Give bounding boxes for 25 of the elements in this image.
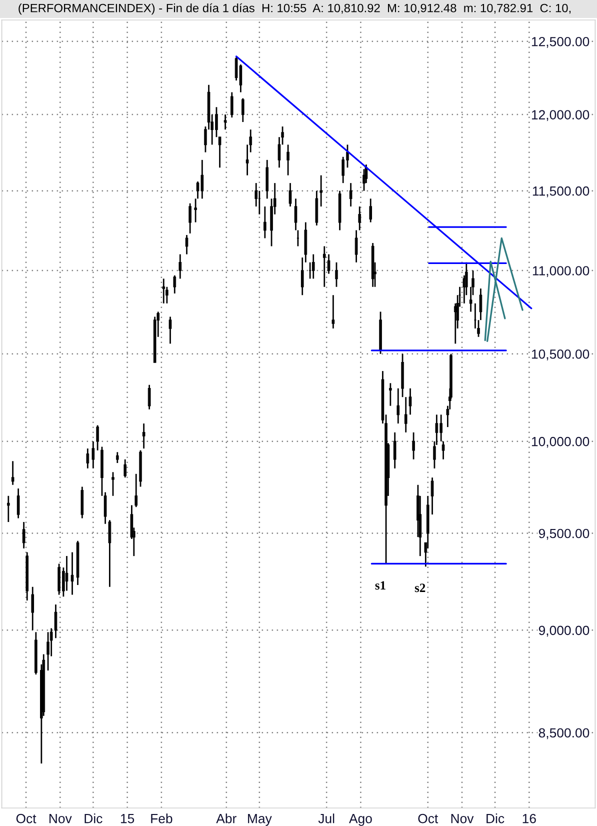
y-tick-label: 9,000.00 xyxy=(538,626,590,637)
y-tick-label: 11,000.00 xyxy=(532,266,590,277)
x-tick-label: Nov xyxy=(49,814,72,824)
x-tick-label: Abr xyxy=(216,814,236,824)
y-tick-label: 12,500.00 xyxy=(532,36,590,48)
y-tick-label: 9,500.00 xyxy=(538,528,590,540)
x-tick-label: Jul xyxy=(318,814,334,824)
y-tick-label: 10,500.00 xyxy=(532,349,590,360)
x-tick-label: Ago xyxy=(348,814,372,826)
x-tick-label: Dic xyxy=(84,814,102,824)
x-tick-label: Oct xyxy=(418,814,438,824)
x-tick-label: Nov xyxy=(451,814,474,824)
x-tick-label: 15 xyxy=(120,814,134,824)
chart-title: (PERFORMANCEINDEX) - Fin de día 1 días H: 10:55 A: 10,810.92 M: 10,912.48 m: 10,782.91 C: 10, xyxy=(18,3,571,15)
x-tick-label: Feb xyxy=(151,814,172,824)
y-tick-label: 11,500.00 xyxy=(532,186,590,198)
annotation: s1 xyxy=(375,581,386,590)
y-tick-label: 8,500.00 xyxy=(538,728,590,740)
x-tick-label: May xyxy=(248,814,272,826)
x-tick-label: Dic xyxy=(486,814,504,824)
y-tick-label: 12,000.00 xyxy=(532,110,590,122)
x-tick-label: 16 xyxy=(522,814,536,824)
annotation: s2 xyxy=(414,584,426,592)
x-tick-label: Oct xyxy=(16,814,36,824)
y-tick-label: 10,000.00 xyxy=(532,436,590,448)
